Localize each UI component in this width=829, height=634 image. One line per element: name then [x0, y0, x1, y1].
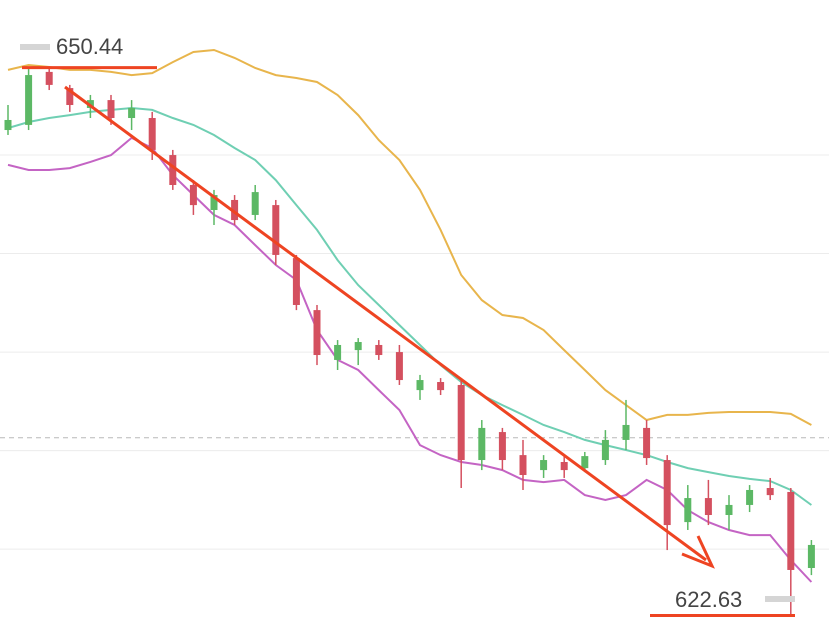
candle-body: [704, 498, 712, 516]
grid: [0, 154, 829, 550]
trend-arrow: [64, 85, 715, 569]
marker-bar: [765, 596, 795, 602]
candle-body: [437, 382, 445, 391]
arrow-head: [681, 535, 715, 569]
candle-body: [169, 155, 177, 185]
candle-body: [395, 352, 403, 381]
candle-body: [581, 456, 589, 469]
candle-body: [725, 504, 733, 516]
candle-body: [334, 344, 342, 360]
candle-body: [354, 342, 362, 351]
candle-body: [4, 119, 12, 131]
candle-body: [663, 460, 671, 526]
candle-body: [25, 75, 33, 125]
candle-body: [746, 489, 754, 505]
candle-body: [416, 380, 424, 391]
candle-body: [601, 439, 609, 461]
high-label: 650.44: [56, 34, 123, 59]
low-label: 622.63: [675, 587, 742, 612]
marker-bar: [20, 44, 50, 50]
candle-body: [210, 195, 218, 211]
price-markers: 650.44 622.63: [20, 34, 795, 617]
band-upper: [7, 48, 812, 426]
candle-body: [684, 498, 692, 523]
candle-body: [787, 491, 795, 570]
candle-body: [313, 310, 321, 356]
candle-body: [766, 488, 774, 496]
candle-body: [622, 424, 630, 440]
candle-body: [519, 455, 527, 476]
band-middle: [7, 106, 812, 506]
candle-body: [272, 205, 280, 255]
candle-body: [498, 432, 506, 461]
candle-body: [292, 258, 300, 305]
candle-body: [560, 462, 568, 471]
candle-body: [251, 192, 259, 215]
candle-body: [45, 71, 53, 85]
candle-body: [478, 427, 486, 461]
candle-body: [66, 88, 74, 106]
candle-body: [457, 384, 465, 461]
candles: [4, 67, 815, 616]
candle-body: [375, 344, 383, 356]
candle-body: [231, 199, 239, 221]
candle-body: [540, 460, 548, 471]
trend-line: [64, 85, 707, 562]
candle-body: [107, 100, 115, 119]
candle-body: [807, 544, 815, 568]
candle-body: [148, 118, 156, 150]
candle-body: [128, 107, 136, 119]
candle-body: [643, 427, 651, 459]
candle-body: [189, 184, 197, 206]
